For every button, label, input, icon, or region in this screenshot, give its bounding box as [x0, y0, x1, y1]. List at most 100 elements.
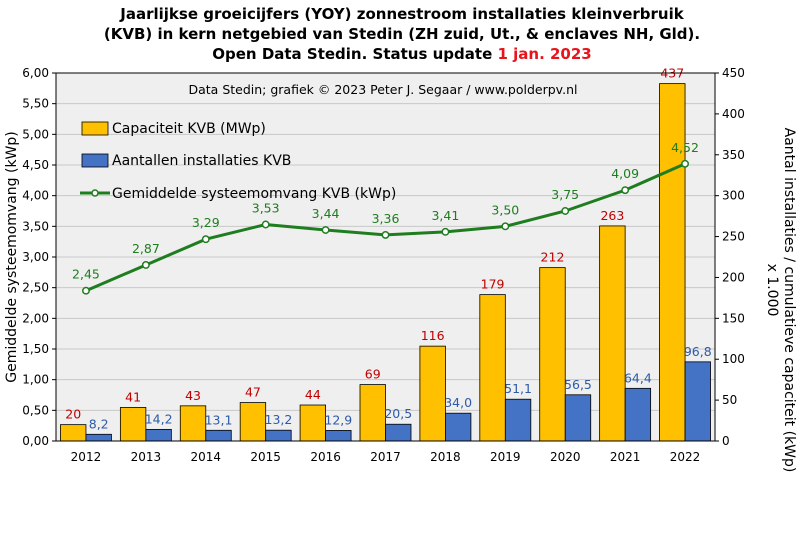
data-label-installations: 64,4: [624, 370, 652, 385]
bar-capacity: [60, 424, 87, 442]
data-label-capacity: 20: [65, 407, 81, 422]
title-status-prefix: Open Data Stedin. Status update: [212, 45, 498, 63]
data-label-capacity: 44: [305, 387, 321, 402]
left-tick-label: 2,50: [22, 281, 49, 295]
line-point: [381, 230, 390, 239]
x-tick-label: 2014: [190, 450, 221, 464]
bar-capacity: [659, 83, 686, 442]
data-label-capacity: 179: [481, 277, 505, 292]
left-tick-label: 0,00: [22, 434, 49, 448]
chart-credit: Data Stedin; grafiek © 2023 Peter J. Seg…: [189, 82, 578, 97]
x-tick-label: 2012: [71, 450, 102, 464]
data-label-installations: 34,0: [444, 395, 472, 410]
x-tick-label: 2020: [550, 450, 581, 464]
data-label-installations: 13,2: [265, 412, 293, 427]
left-tick-label: 4,50: [22, 158, 49, 172]
right-tick-label: 300: [722, 189, 745, 203]
right-tick-label: 200: [722, 270, 745, 284]
chart-title-line-2: (KVB) in kern netgebied van Stedin (ZH z…: [103, 25, 701, 43]
right-tick-label: 50: [722, 393, 737, 407]
right-tick-label: 250: [722, 230, 745, 244]
left-tick-label: 2,00: [22, 311, 49, 325]
data-label-avg-size: 3,50: [491, 202, 519, 217]
chart-title-line-1: Jaarlijkse groeicijfers (YOY) zonnestroo…: [120, 5, 684, 23]
title-status-date: 1 jan. 2023: [497, 45, 592, 63]
left-axis-title: Gemiddelde systeemomvang (kWp): [4, 131, 20, 382]
bar-capacity: [359, 384, 386, 442]
data-label-avg-size: 2,87: [132, 241, 160, 256]
bar-installations: [265, 429, 292, 442]
x-tick-label: 2022: [670, 450, 701, 464]
legend-label-installations: Aantallen installaties KVB: [112, 153, 291, 169]
line-point: [261, 220, 270, 229]
data-label-installations: 8,2: [89, 416, 109, 431]
data-label-capacity: 47: [245, 385, 261, 400]
x-tick-label: 2018: [430, 450, 461, 464]
bar-capacity: [239, 402, 267, 442]
right-tick-label: 100: [722, 352, 745, 366]
plot-frame: [55, 72, 716, 442]
data-label-avg-size: 4,52: [671, 140, 699, 155]
legend-marker-avg-size: [91, 189, 99, 197]
x-tick-label: 2013: [131, 450, 162, 464]
data-label-installations: 14,2: [145, 411, 173, 426]
data-label-avg-size: 2,45: [72, 267, 100, 282]
left-tick-label: 3,00: [22, 250, 49, 264]
right-tick-label: 0: [722, 434, 730, 448]
data-label-installations: 51,1: [504, 381, 532, 396]
right-tick-label: 400: [722, 107, 745, 121]
data-label-capacity: 69: [365, 367, 381, 382]
bar-installations: [504, 398, 532, 442]
data-label-avg-size: 3,41: [431, 208, 459, 223]
left-tick-label: 1,50: [22, 342, 49, 356]
legend-swatch-installations: [81, 153, 109, 168]
data-label-installations: 56,5: [564, 377, 592, 392]
x-tick-label: 2016: [310, 450, 341, 464]
right-tick-label: 150: [722, 311, 745, 325]
bar-installations: [325, 430, 352, 442]
data-label-installations: 96,8: [684, 344, 712, 359]
right-tick-label: 350: [722, 148, 745, 162]
bar-capacity: [419, 345, 446, 442]
line-point: [201, 235, 210, 244]
data-label-avg-size: 4,09: [611, 166, 639, 181]
line-point: [82, 286, 90, 295]
data-label-installations: 13,1: [205, 412, 233, 427]
bar-installations: [385, 423, 412, 442]
left-tick-label: 3,50: [22, 219, 49, 233]
line-point: [501, 222, 510, 231]
bar-installations: [684, 361, 711, 442]
line-point: [561, 207, 570, 215]
x-tick-label: 2017: [370, 450, 401, 464]
legend-label-avg-size: Gemiddelde systeemomvang KVB (kWp): [112, 186, 396, 202]
line-point: [321, 226, 330, 234]
x-tick-label: 2015: [250, 450, 281, 464]
bar-capacity: [599, 225, 626, 442]
left-tick-label: 1,00: [22, 373, 49, 387]
legend-swatch-capacity: [81, 121, 109, 136]
data-label-avg-size: 3,36: [372, 211, 400, 226]
data-label-avg-size: 3,29: [192, 215, 220, 230]
right-tick-label: 450: [722, 66, 745, 80]
x-tick-label: 2021: [610, 450, 641, 464]
bar-installations: [85, 433, 112, 442]
right-axis-title-unit: x 1.000: [764, 264, 780, 317]
data-label-capacity: 116: [421, 328, 445, 343]
x-tick-label: 2019: [490, 450, 521, 464]
legend-label-capacity: Capaciteit KVB (MWp): [112, 121, 266, 137]
bar-capacity: [179, 405, 207, 442]
bar-capacity: [299, 404, 326, 442]
bar-installations: [205, 429, 232, 442]
left-tick-label: 5,50: [22, 97, 49, 111]
chart-title-line-3: Open Data Stedin. Status update 1 jan. 2…: [0, 44, 804, 64]
bar-capacity: [119, 407, 147, 442]
data-label-avg-size: 3,53: [252, 200, 280, 215]
line-point: [441, 227, 450, 236]
line-point: [681, 159, 689, 168]
data-label-avg-size: 3,44: [312, 206, 340, 221]
left-tick-label: 6,00: [22, 66, 49, 80]
data-label-capacity: 212: [541, 250, 565, 265]
left-tick-label: 4,00: [22, 189, 49, 203]
data-label-installations: 20,5: [384, 406, 412, 421]
